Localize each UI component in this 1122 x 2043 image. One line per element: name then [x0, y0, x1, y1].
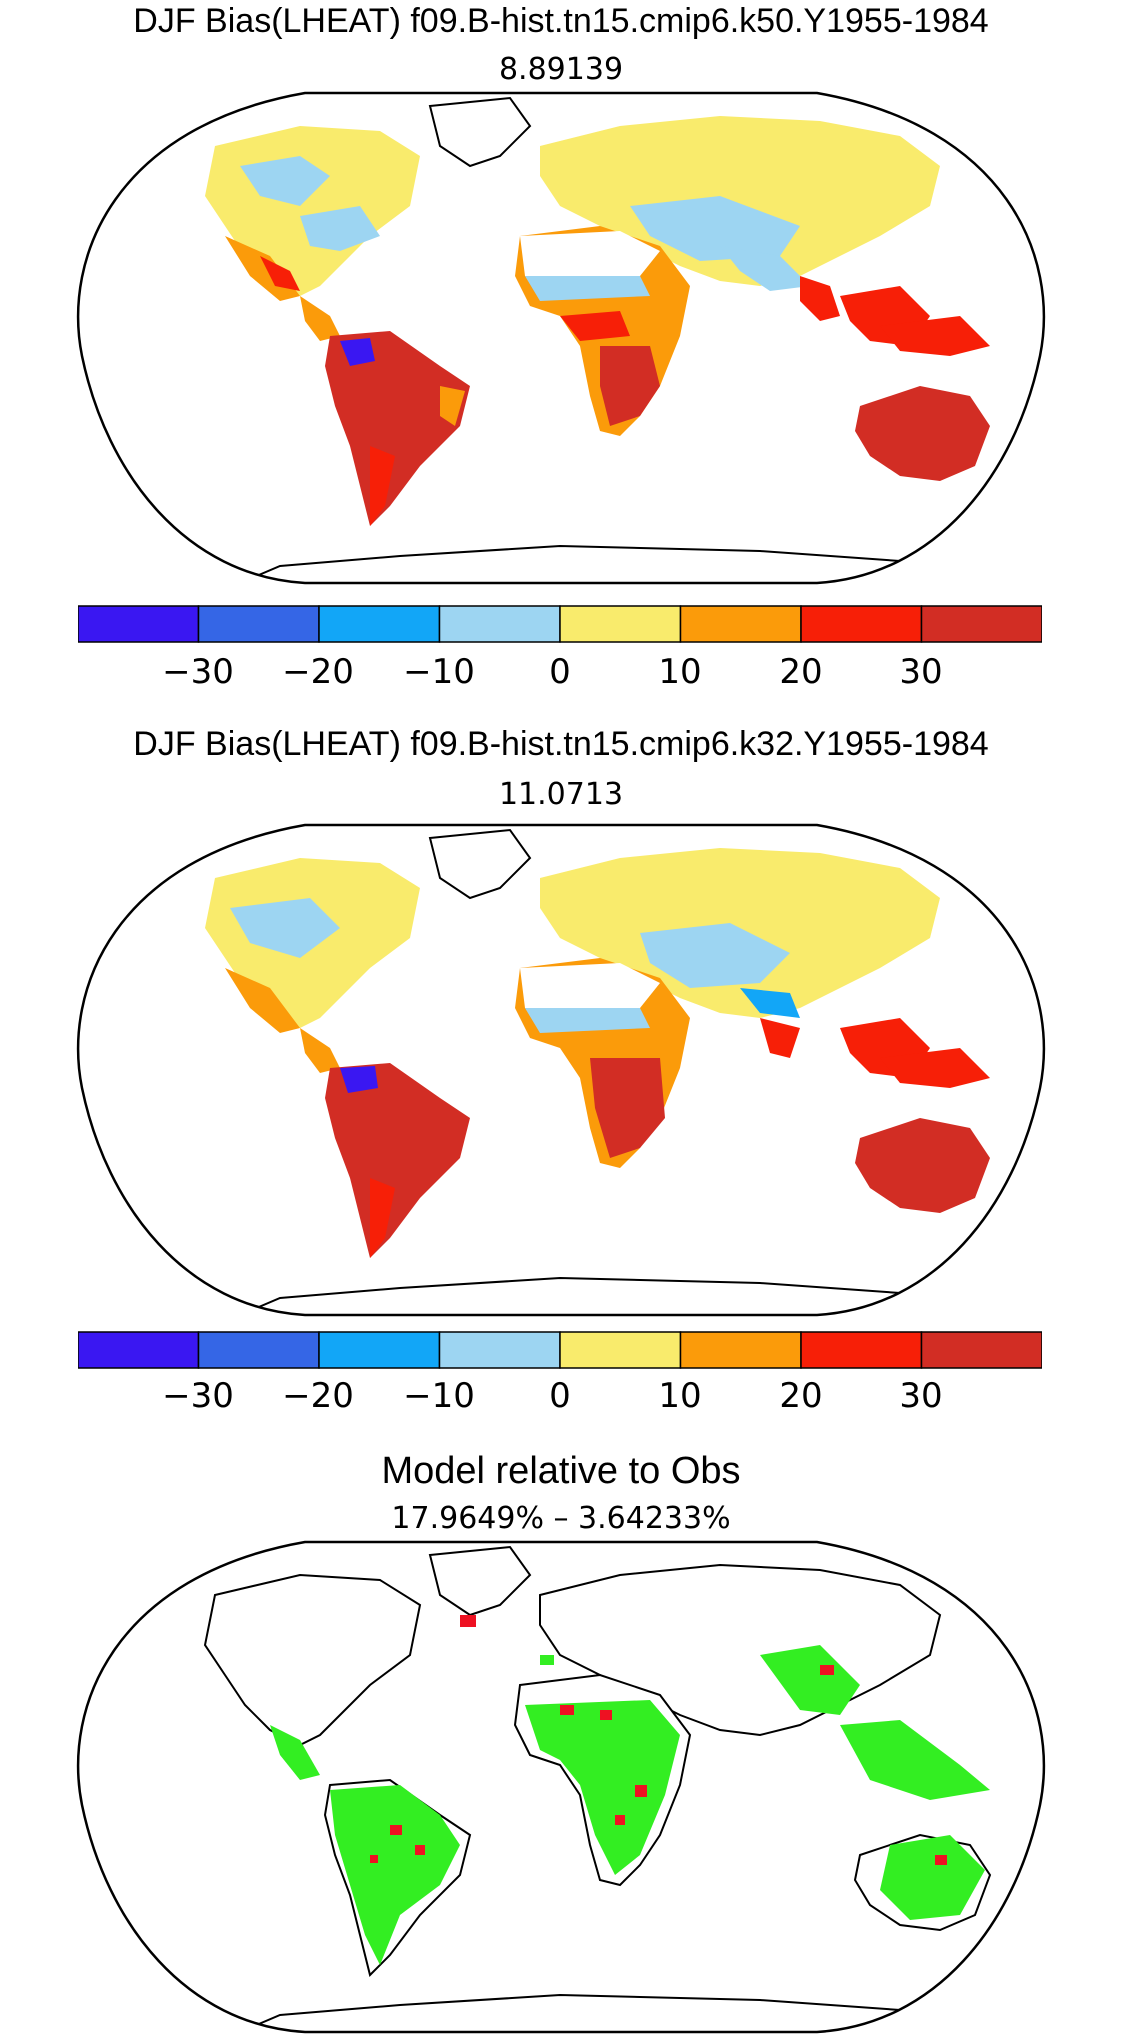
- colorbar-tick-labels: −30 −20 −10 0 10 20 30: [78, 652, 1042, 692]
- colorbar-swatch: [78, 1331, 200, 1369]
- map-panel-k50: DJF Bias(LHEAT) f09.B-hist.tn15.cmip6.k5…: [0, 0, 1122, 720]
- tick-label: 0: [549, 1376, 571, 1416]
- colorbar-swatch: [559, 605, 682, 643]
- tick-label: −20: [282, 1376, 354, 1416]
- colorbar-swatch: [679, 605, 802, 643]
- panel-title: DJF Bias(LHEAT) f09.B-hist.tn15.cmip6.k3…: [133, 725, 989, 763]
- panel-title: DJF Bias(LHEAT) f09.B-hist.tn15.cmip6.k5…: [133, 2, 989, 40]
- tick-label: 0: [549, 652, 571, 692]
- colorbar-swatch: [559, 1331, 682, 1369]
- tick-label: 30: [899, 652, 943, 692]
- map-panel-k32: DJF Bias(LHEAT) f09.B-hist.tn15.cmip6.k3…: [0, 725, 1122, 1445]
- tick-label: −10: [403, 652, 475, 692]
- colorbar-swatch: [197, 605, 320, 643]
- tick-label: −30: [162, 652, 234, 692]
- tick-label: −30: [162, 1376, 234, 1416]
- panel-title: Model relative to Obs: [381, 1450, 741, 1492]
- colorbar-swatch: [920, 605, 1042, 643]
- world-map-relative: [76, 1540, 1046, 2034]
- world-map-k32: [76, 823, 1046, 1317]
- tick-label: 30: [899, 1376, 943, 1416]
- colorbar-swatch: [800, 1331, 923, 1369]
- colorbar-swatch: [679, 1331, 802, 1369]
- colorbar-swatches: [78, 605, 1042, 643]
- colorbar-swatch: [438, 605, 561, 643]
- tick-label: 10: [658, 652, 702, 692]
- tick-label: 20: [779, 1376, 823, 1416]
- panel-subtitle: 8.89139: [498, 52, 624, 87]
- map-border: [76, 91, 1046, 585]
- map-panel-relative: Model relative to Obs 17.9649% – 3.64233…: [0, 1445, 1122, 2043]
- colorbar-tick-labels: −30 −20 −10 0 10 20 30: [78, 1376, 1042, 1416]
- map-border: [76, 1540, 1046, 2034]
- colorbar-k50: [78, 605, 1042, 643]
- map-border: [76, 823, 1046, 1317]
- colorbar-swatch: [78, 605, 200, 643]
- colorbar-swatches: [78, 1331, 1042, 1369]
- panel-subtitle: 17.9649% – 3.64233%: [391, 1501, 731, 1536]
- colorbar-k32: [78, 1331, 1042, 1369]
- colorbar-swatch: [438, 1331, 561, 1369]
- world-map-k50: [76, 91, 1046, 585]
- colorbar-swatch: [920, 1331, 1042, 1369]
- panel-subtitle: 11.0713: [498, 777, 624, 812]
- colorbar-swatch: [318, 605, 441, 643]
- colorbar-swatch: [800, 605, 923, 643]
- tick-label: −10: [403, 1376, 475, 1416]
- colorbar-swatch: [318, 1331, 441, 1369]
- colorbar-swatch: [197, 1331, 320, 1369]
- tick-label: −20: [282, 652, 354, 692]
- tick-label: 10: [658, 1376, 702, 1416]
- tick-label: 20: [779, 652, 823, 692]
